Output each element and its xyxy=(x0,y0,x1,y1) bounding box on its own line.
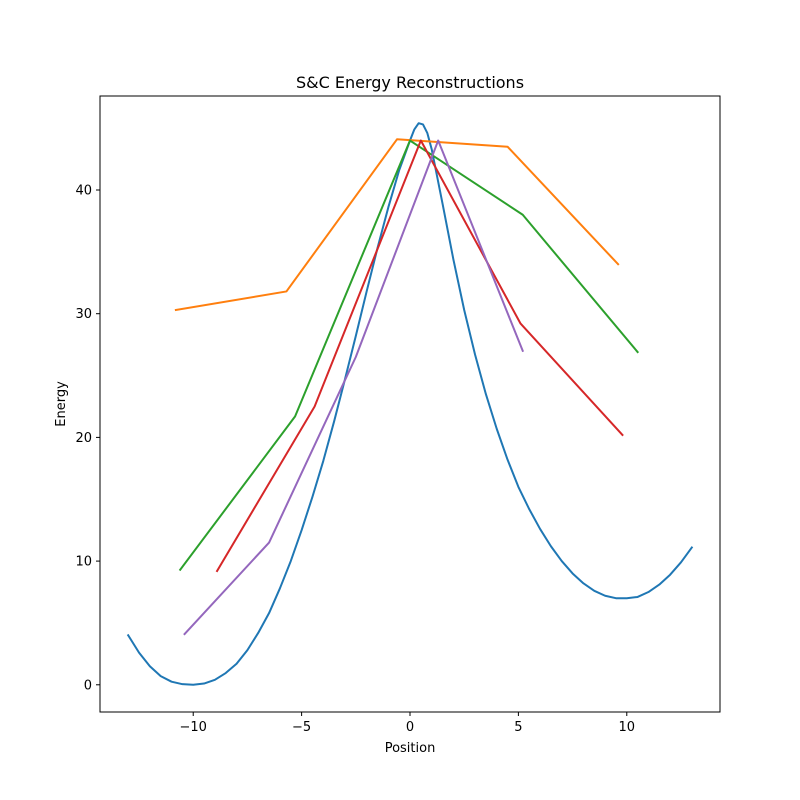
y-tick-label: 30 xyxy=(75,307,92,322)
y-tick-label: 0 xyxy=(84,678,92,693)
y-tick-label: 10 xyxy=(75,555,92,570)
x-axis: −10 −5 0 5 10 xyxy=(179,712,635,735)
x-tick-label: 10 xyxy=(619,720,636,735)
x-tick-label: 5 xyxy=(514,720,522,735)
chart-title: S&C Energy Reconstructions xyxy=(296,73,524,92)
series-line-curve xyxy=(126,122,694,686)
x-tick-label: 0 xyxy=(406,720,414,735)
y-tick-label: 40 xyxy=(75,184,92,199)
x-axis-label: Position xyxy=(385,741,436,756)
y-axis: 0 10 20 30 40 xyxy=(75,184,100,693)
y-tick-label: 20 xyxy=(75,431,92,446)
series-line-3 xyxy=(215,139,624,573)
series-line-1 xyxy=(174,138,620,312)
plot-area xyxy=(126,122,694,686)
series-line-2 xyxy=(178,139,640,572)
x-tick-label: −10 xyxy=(179,720,206,735)
x-tick-label: −5 xyxy=(292,720,311,735)
y-axis-label: Energy xyxy=(54,381,69,427)
series-line-4 xyxy=(183,139,525,636)
